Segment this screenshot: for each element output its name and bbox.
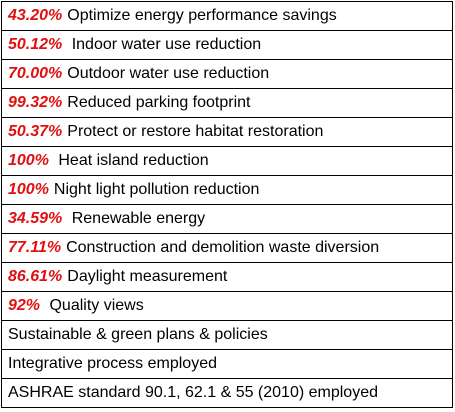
table-row: 50.37% Protect or restore habitat restora… — [1, 117, 453, 147]
table-row: 100% Night light pollution reduction — [1, 175, 453, 205]
percentage-value: 34.59% — [8, 210, 63, 227]
percentage-value: 100% — [8, 152, 49, 169]
table-cell: 100% Heat island reduction — [1, 146, 453, 176]
percentage-value: 86.61% — [8, 268, 63, 285]
table-cell: 70.00% Outdoor water use reduction — [1, 59, 453, 89]
table-cell: 43.20% Optimize energy performance saving… — [1, 1, 453, 31]
table-row: ASHRAE standard 90.1, 62.1 & 55 (2010) e… — [1, 378, 453, 408]
table-row: Integrative process employed — [1, 349, 453, 379]
percentage-value: 50.37% — [8, 123, 63, 140]
table-row: 70.00% Outdoor water use reduction — [1, 59, 453, 89]
table-cell: 99.32% Reduced parking footprint — [1, 88, 453, 118]
table-cell: 77.11% Construction and demolition waste … — [1, 233, 453, 263]
table-cell: 50.12% Indoor water use reduction — [1, 30, 453, 60]
table-row: 92% Quality views — [1, 291, 453, 321]
table-cell: 100% Night light pollution reduction — [1, 175, 453, 205]
row-label: Outdoor water use reduction — [67, 65, 270, 82]
row-label: Indoor water use reduction — [67, 36, 262, 53]
percentage-value: 43.20% — [8, 7, 63, 24]
table-cell: Sustainable & green plans & policies — [1, 320, 453, 350]
table-row: 99.32% Reduced parking footprint — [1, 88, 453, 118]
row-label: Construction and demolition waste divers… — [66, 239, 380, 256]
row-label: Optimize energy performance savings — [67, 7, 337, 24]
percentage-value: 77.11% — [8, 239, 62, 256]
row-label: Sustainable & green plans & policies — [8, 326, 268, 343]
table-row: 86.61% Daylight measurement — [1, 262, 453, 292]
percentage-value: 70.00% — [8, 65, 63, 82]
row-label: Night light pollution reduction — [53, 181, 260, 198]
row-label: Renewable energy — [67, 210, 206, 227]
table-row: 100% Heat island reduction — [1, 146, 453, 176]
row-label: Reduced parking footprint — [67, 94, 251, 111]
table-row: 34.59% Renewable energy — [1, 204, 453, 234]
table-cell: 50.37% Protect or restore habitat restora… — [1, 117, 453, 147]
table-row: 50.12% Indoor water use reduction — [1, 30, 453, 60]
percentage-value: 92% — [8, 297, 41, 314]
table-row: 77.11% Construction and demolition waste … — [1, 233, 453, 263]
percentage-value: 99.32% — [8, 94, 63, 111]
row-label: Integrative process employed — [8, 355, 217, 372]
table-cell: Integrative process employed — [1, 349, 453, 379]
row-label: Protect or restore habitat restoration — [67, 123, 324, 140]
row-label: Quality views — [45, 297, 144, 314]
row-label: ASHRAE standard 90.1, 62.1 & 55 (2010) e… — [8, 384, 378, 401]
table-cell: ASHRAE standard 90.1, 62.1 & 55 (2010) e… — [1, 378, 453, 408]
row-label: Daylight measurement — [67, 268, 228, 285]
row-label: Heat island reduction — [53, 152, 209, 169]
table-row: Sustainable & green plans & policies — [1, 320, 453, 350]
table-cell: 86.61% Daylight measurement — [1, 262, 453, 292]
table-cell: 34.59% Renewable energy — [1, 204, 453, 234]
table-cell: 92% Quality views — [1, 291, 453, 321]
table-row: 43.20% Optimize energy performance saving… — [1, 1, 453, 31]
percentage-value: 100% — [8, 181, 49, 198]
percentage-value: 50.12% — [8, 36, 63, 53]
